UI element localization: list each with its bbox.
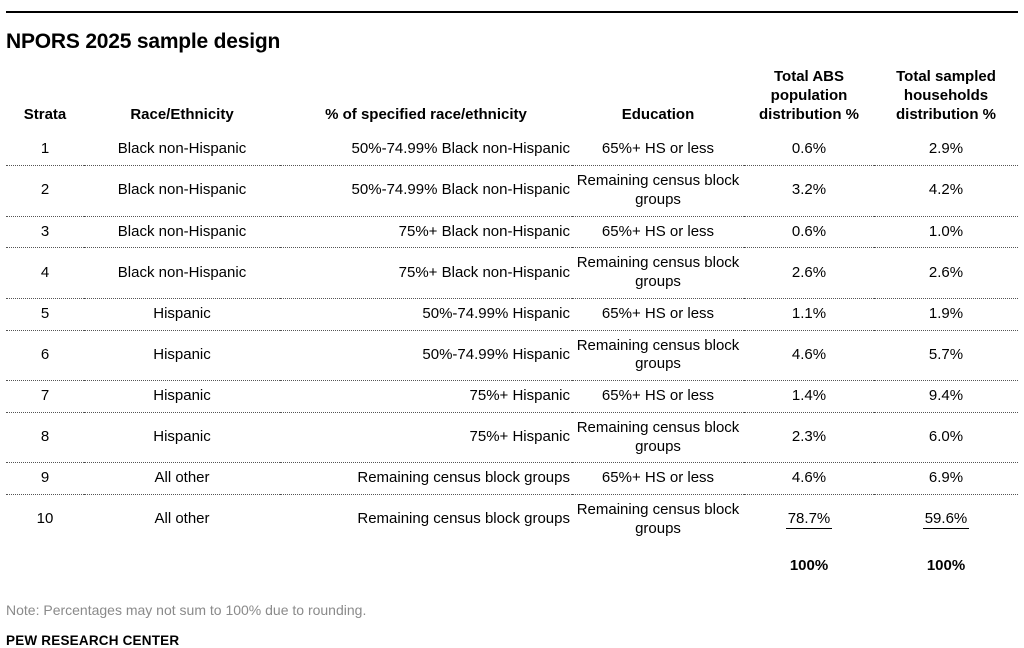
education-cell: Remaining census block groups <box>576 501 740 537</box>
strata-cell: 5 <box>6 298 84 331</box>
abs-total-cell: 100% <box>789 556 829 574</box>
strata-cell: 1 <box>6 134 84 167</box>
top-rule <box>6 11 1018 13</box>
column-header-race: Race/Ethnicity <box>130 105 234 123</box>
totals-spacer-cell <box>84 545 280 586</box>
education-cell: 65%+ HS or less <box>572 216 744 249</box>
pct-cell: 50%-74.99% Hispanic <box>280 298 572 331</box>
sampled-cell: 5.7% <box>874 330 1018 381</box>
table-row: 3 Black non-Hispanic 75%+ Black non-Hisp… <box>6 216 1018 249</box>
pct-cell: 75%+ Black non-Hispanic <box>280 216 572 249</box>
education-cell: 65%+ HS or less <box>572 462 744 495</box>
sampled-cell: 1.0% <box>874 216 1018 249</box>
race-cell: Hispanic <box>84 412 280 464</box>
race-cell: Hispanic <box>84 298 280 331</box>
abs-cell: 0.6% <box>744 134 874 167</box>
pct-cell: Remaining census block groups <box>280 462 572 495</box>
strata-cell: 6 <box>6 330 84 381</box>
strata-cell: 7 <box>6 380 84 413</box>
column-header-education: Education <box>621 105 695 123</box>
column-header-sampled: Total sampled households distribution % <box>896 68 996 123</box>
header-row: Strata Race/Ethnicity % of specified rac… <box>6 64 1018 134</box>
strata-cell: 9 <box>6 462 84 495</box>
education-cell: Remaining census block groups <box>572 247 744 299</box>
race-cell: Hispanic <box>84 380 280 413</box>
abs-cell: 2.6% <box>744 247 874 299</box>
race-cell: Black non-Hispanic <box>84 165 280 217</box>
abs-cell: 3.2% <box>744 165 874 217</box>
sampled-cell: 6.0% <box>874 412 1018 464</box>
race-cell: All other <box>84 462 280 495</box>
totals-spacer-cell <box>280 545 572 586</box>
race-cell: All other <box>154 510 210 528</box>
column-header-abs: Total ABS population distribution % <box>759 68 859 123</box>
sampled-cell: 4.2% <box>874 165 1018 217</box>
education-cell: 65%+ HS or less <box>572 298 744 331</box>
education-cell: Remaining census block groups <box>572 330 744 381</box>
abs-cell: 2.3% <box>744 412 874 464</box>
strata-cell: 2 <box>6 165 84 217</box>
strata-cell: 8 <box>6 412 84 464</box>
pct-cell: 50%-74.99% Hispanic <box>280 330 572 381</box>
table-row: 9 All other Remaining census block group… <box>6 462 1018 495</box>
column-header-pct: % of specified race/ethnicity <box>325 105 527 123</box>
sampled-subtotal-value: 59.6% <box>922 510 970 530</box>
race-cell: Black non-Hispanic <box>84 247 280 299</box>
totals-spacer-cell <box>6 545 84 586</box>
pct-cell: 75%+ Black non-Hispanic <box>280 247 572 299</box>
table-row: 4 Black non-Hispanic 75%+ Black non-Hisp… <box>6 247 1018 299</box>
sampled-subtotal-cell: 59.6% <box>874 495 1018 545</box>
pct-cell: 75%+ Hispanic <box>280 380 572 413</box>
totals-row: 100% 100% <box>6 545 1018 586</box>
sampled-cell: 9.4% <box>874 380 1018 413</box>
strata-cell: 3 <box>6 216 84 249</box>
source-label: PEW RESEARCH CENTER <box>6 633 180 648</box>
strata-cell: 4 <box>6 247 84 299</box>
race-cell: Black non-Hispanic <box>84 134 280 167</box>
table-row: 8 Hispanic 75%+ Hispanic Remaining censu… <box>6 412 1018 464</box>
sampled-total-cell: 100% <box>926 556 966 574</box>
abs-cell: 4.6% <box>744 462 874 495</box>
education-cell: Remaining census block groups <box>572 412 744 464</box>
sampled-cell: 1.9% <box>874 298 1018 331</box>
note-text: Note: Percentages may not sum to 100% du… <box>6 602 367 619</box>
education-cell: Remaining census block groups <box>572 165 744 217</box>
pct-cell: Remaining census block groups <box>357 510 570 528</box>
table-row: 7 Hispanic 75%+ Hispanic 65%+ HS or less… <box>6 380 1018 413</box>
sampled-cell: 2.6% <box>874 247 1018 299</box>
education-cell: 65%+ HS or less <box>572 134 744 167</box>
abs-cell: 1.4% <box>744 380 874 413</box>
column-header-strata: Strata <box>23 105 67 123</box>
pct-cell: 50%-74.99% Black non-Hispanic <box>280 134 572 167</box>
education-cell: 65%+ HS or less <box>572 380 744 413</box>
abs-cell: 0.6% <box>744 216 874 249</box>
totals-spacer-cell <box>572 545 744 586</box>
pct-cell: 50%-74.99% Black non-Hispanic <box>280 165 572 217</box>
page-title: NPORS 2025 sample design <box>6 30 281 53</box>
sample-design-table: Strata Race/Ethnicity % of specified rac… <box>6 64 1018 585</box>
table-row: 5 Hispanic 50%-74.99% Hispanic 65%+ HS o… <box>6 298 1018 331</box>
table-row: 10 All other Remaining census block grou… <box>6 495 1018 545</box>
race-cell: Hispanic <box>84 330 280 381</box>
race-cell: Black non-Hispanic <box>84 216 280 249</box>
table-row: 2 Black non-Hispanic 50%-74.99% Black no… <box>6 165 1018 217</box>
abs-subtotal-cell: 78.7% <box>744 495 874 545</box>
sampled-cell: 6.9% <box>874 462 1018 495</box>
pct-cell: 75%+ Hispanic <box>280 412 572 464</box>
table-row: 6 Hispanic 50%-74.99% Hispanic Remaining… <box>6 330 1018 381</box>
abs-subtotal-value: 78.7% <box>785 510 833 530</box>
strata-cell: 10 <box>36 510 54 528</box>
table-row: 1 Black non-Hispanic 50%-74.99% Black no… <box>6 134 1018 167</box>
sampled-cell: 2.9% <box>874 134 1018 167</box>
abs-cell: 4.6% <box>744 330 874 381</box>
abs-cell: 1.1% <box>744 298 874 331</box>
